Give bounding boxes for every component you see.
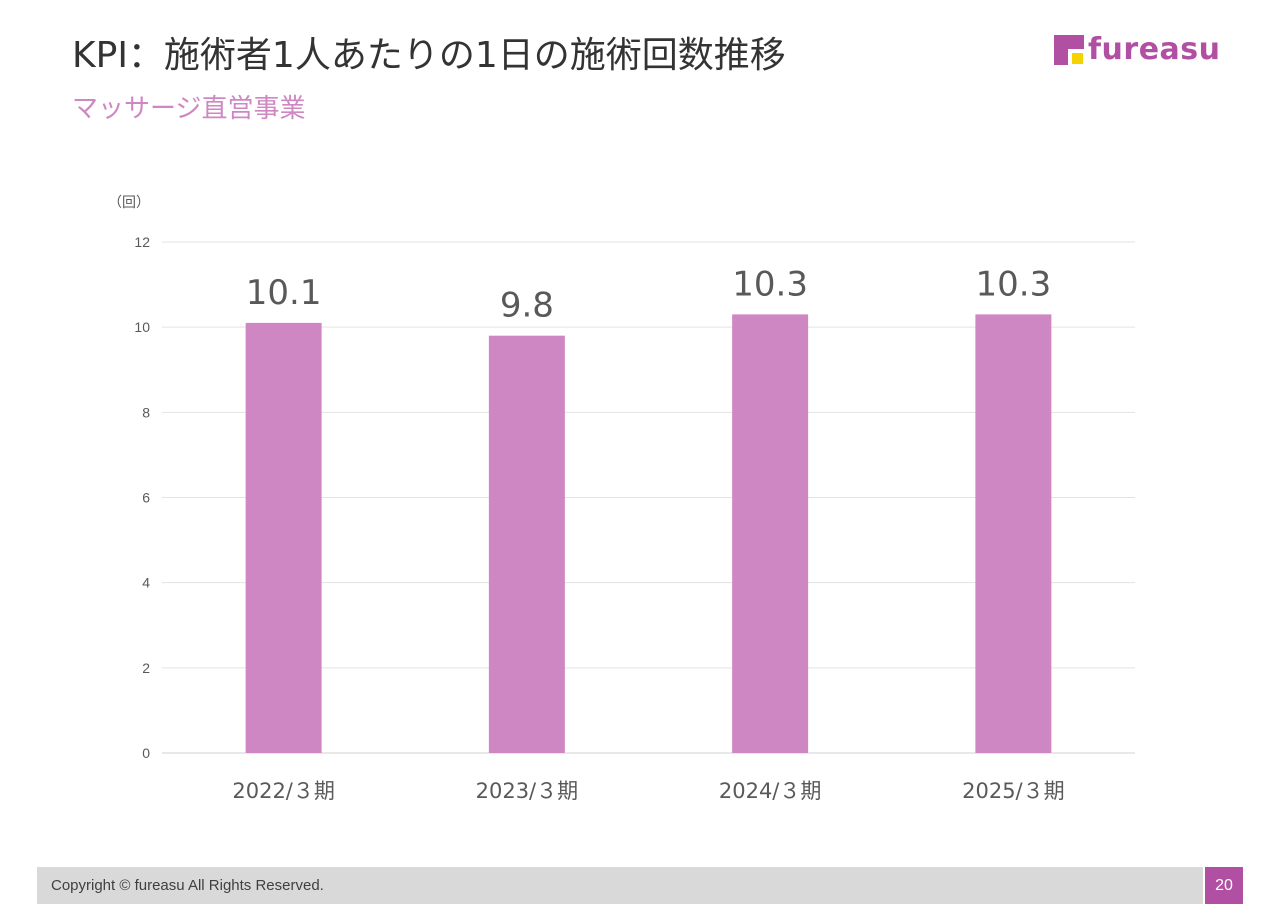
y-tick-label: 4 bbox=[142, 575, 150, 591]
y-tick-label: 10 bbox=[134, 319, 150, 335]
page-number: 20 bbox=[1205, 867, 1243, 904]
bar bbox=[732, 314, 809, 753]
x-category-label: 2022/３期 bbox=[232, 779, 335, 803]
y-tick-label: 2 bbox=[142, 660, 150, 676]
bar-layer bbox=[245, 314, 1052, 753]
y-tick-label: 6 bbox=[142, 490, 150, 506]
bar-value-label: 9.8 bbox=[500, 286, 554, 326]
bar-value-label: 10.1 bbox=[246, 273, 322, 313]
x-category-label: 2024/３期 bbox=[719, 779, 822, 803]
fureasu-logo: fureasu bbox=[1054, 34, 1221, 66]
label-layer: 0 2 4 6 8 10 12 10.1 2022/３期 9.8 2023/３期 10.3 2024/３… bbox=[134, 234, 1064, 803]
page-subtitle: マッサージ直営事業 bbox=[72, 94, 306, 124]
bar-value-label: 10.3 bbox=[732, 264, 808, 304]
x-category-label: 2025/３期 bbox=[962, 779, 1065, 803]
y-axis-unit: （回） bbox=[108, 195, 150, 211]
x-category-label: 2023/３期 bbox=[476, 779, 579, 803]
logo-text: fureasu bbox=[1088, 32, 1221, 67]
bar-chart: 0 2 4 6 8 10 12 10.1 2022/３期 9.8 2023/３期 10.3 2024/３… bbox=[108, 195, 1135, 803]
footer-bar bbox=[37, 867, 1203, 904]
y-tick-label: 0 bbox=[142, 745, 150, 761]
page-title: KPI：施術者1人あたりの1日の施術回数推移 bbox=[72, 35, 786, 76]
bar bbox=[245, 322, 322, 753]
bar bbox=[975, 314, 1052, 753]
y-tick-label: 12 bbox=[134, 234, 150, 250]
bar-value-label: 10.3 bbox=[976, 264, 1052, 304]
y-tick-label: 8 bbox=[142, 404, 150, 420]
grid-layer bbox=[162, 241, 1135, 754]
logo-mark-icon bbox=[1054, 35, 1084, 65]
bar bbox=[488, 335, 565, 753]
copyright-text: Copyright © fureasu All Rights Reserved. bbox=[51, 877, 324, 894]
